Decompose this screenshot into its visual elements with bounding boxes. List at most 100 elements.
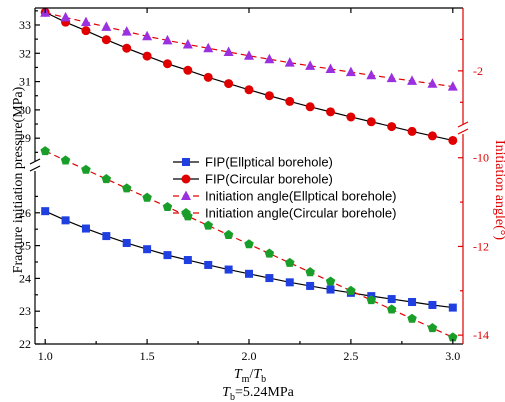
left-tick-label: 26	[19, 206, 31, 220]
data-point-series-4	[285, 257, 295, 267]
data-point-series-1	[428, 300, 437, 309]
left-axis-break-mark	[29, 165, 41, 172]
legend-label-4: Initiation angle(Circular borehole)	[205, 206, 397, 221]
data-point-series-2	[285, 96, 295, 106]
data-point-series-3	[121, 26, 132, 36]
data-point-series-4	[142, 192, 152, 202]
data-point-series-2	[142, 51, 152, 61]
right-tick-label: -2	[473, 64, 483, 78]
data-point-series-1	[224, 265, 233, 274]
data-point-series-4	[325, 276, 336, 286]
left-tick-label: 31	[19, 75, 31, 89]
legend-marker-1	[182, 158, 190, 166]
axes-group: 22 23 24 25 26 29 30 31 32 33 -10 -12 -14 -2 1.0 1.5 2.0…	[19, 7, 489, 363]
data-point-series-1	[265, 274, 274, 283]
data-point-series-4	[40, 146, 50, 156]
data-point-series-1	[245, 269, 253, 278]
data-point-series-4	[223, 229, 234, 239]
left-tick-label: 32	[19, 46, 31, 60]
x-tick-label: 3.0	[445, 349, 460, 363]
data-point-series-1	[183, 256, 192, 265]
data-point-series-2	[387, 122, 397, 132]
data-point-series-3	[386, 72, 397, 83]
data-point-series-2	[366, 117, 376, 127]
data-point-series-1	[387, 295, 396, 304]
data-point-series-4	[162, 201, 173, 212]
data-point-series-3	[305, 60, 316, 70]
left-axis-title: Fracture initiation pressure(MPa)	[11, 86, 26, 273]
data-point-series-2	[101, 35, 111, 45]
x-tick-label: 2.0	[242, 349, 257, 363]
data-point-series-2	[81, 26, 91, 36]
legend-label-2: FIP(Circular borehole)	[205, 172, 333, 187]
data-point-series-3	[60, 11, 71, 22]
data-point-series-2	[162, 59, 172, 69]
data-point-series-4	[121, 183, 132, 193]
data-point-series-3	[366, 69, 377, 80]
data-point-series-2	[326, 107, 336, 117]
right-tick-label: -14	[473, 328, 489, 342]
data-point-series-2	[224, 79, 234, 89]
data-point-series-1	[143, 245, 152, 254]
data-point-series-2	[346, 112, 356, 122]
data-point-series-4	[427, 323, 438, 333]
legend-label-3: Initiation angle(Ellptical borehole)	[205, 189, 397, 204]
tb-note: Tb=5.24MPa	[222, 385, 294, 402]
left-tick-label: 33	[19, 18, 31, 32]
left-tick-label: 24	[19, 271, 31, 285]
data-point-series-3	[427, 78, 438, 88]
data-point-series-4	[448, 332, 458, 342]
legend: FIP(Ellptical borehole) FIP(Circular bore…	[173, 155, 397, 221]
data-point-series-2	[244, 85, 254, 95]
data-point-series-4	[346, 285, 356, 295]
x-axis-title: Tm/Tb	[234, 367, 266, 385]
data-point-series-3	[345, 66, 356, 77]
left-tick-label: 30	[19, 103, 31, 117]
data-point-series-2	[264, 91, 274, 101]
data-point-series-3	[142, 30, 153, 41]
data-point-series-2	[203, 72, 213, 82]
series-line-1	[44, 210, 453, 309]
data-point-series-2	[407, 126, 417, 136]
left-tick-label: 25	[19, 239, 31, 253]
data-point-series-4	[203, 220, 213, 230]
left-axis-break-mark	[29, 158, 41, 165]
data-point-series-1	[61, 216, 70, 225]
data-point-series-2	[305, 102, 315, 112]
data-point-series-4	[305, 267, 315, 277]
right-axis-break-mark	[457, 128, 469, 135]
data-point-series-4	[264, 248, 275, 258]
left-tick-label: 29	[19, 131, 31, 145]
data-point-series-3	[447, 81, 458, 91]
data-point-series-1	[448, 303, 457, 312]
data-point-series-3	[101, 21, 112, 31]
legend-marker-4	[181, 208, 191, 218]
data-point-series-1	[163, 251, 172, 260]
data-point-series-3	[264, 53, 275, 64]
data-point-series-4	[407, 313, 417, 323]
data-point-series-2	[448, 135, 458, 145]
left-tick-label: 22	[19, 337, 31, 351]
series-line-3	[45, 12, 453, 88]
legend-marker-2	[181, 174, 191, 184]
data-point-series-1	[306, 281, 315, 290]
data-point-series-1	[408, 298, 417, 307]
data-point-series-4	[60, 155, 71, 165]
data-point-series-3	[203, 42, 214, 53]
data-point-series-3	[162, 34, 173, 45]
data-point-series-2	[122, 43, 132, 53]
data-point-series-2	[427, 131, 437, 141]
right-tick-label: -12	[473, 239, 489, 253]
data-point-series-4	[81, 164, 91, 174]
data-point-series-3	[244, 50, 254, 60]
data-point-series-4	[244, 239, 254, 249]
data-point-series-1	[285, 278, 294, 287]
legend-marker-3	[181, 190, 191, 200]
data-point-series-3	[80, 16, 91, 27]
x-tick-label: 1.0	[38, 349, 53, 363]
data-point-series-3	[407, 75, 418, 85]
data-point-series-1	[326, 285, 335, 294]
right-tick-label: -10	[473, 151, 489, 165]
data-point-series-3	[223, 46, 234, 56]
